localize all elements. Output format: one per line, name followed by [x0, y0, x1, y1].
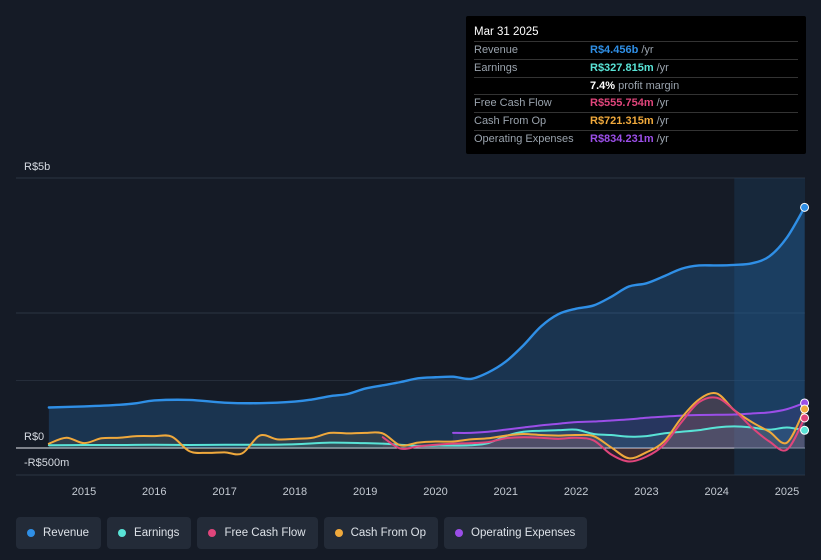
- legend-label: Revenue: [43, 527, 90, 539]
- earnings-end-marker: [800, 425, 810, 435]
- tooltip-label: [474, 78, 590, 95]
- tooltip-date: Mar 31 2025: [474, 24, 798, 42]
- tooltip-value: R$327.815m: [590, 61, 654, 74]
- tooltip-row-free-cash-flow: Free Cash Flow R$555.754m /yr: [474, 95, 798, 114]
- x-tick-label: 2021: [494, 486, 518, 498]
- series-end-markers: [800, 202, 810, 435]
- x-tick-label: 2019: [353, 486, 377, 498]
- free-cash-flow-line: [381, 396, 806, 463]
- y-tick-label: R$0: [24, 431, 44, 443]
- tooltip-label: Operating Expenses: [474, 132, 574, 145]
- tooltip-unit: /yr: [656, 132, 669, 145]
- tooltip-label: Earnings: [474, 61, 518, 74]
- tooltip-value: R$721.315m: [590, 115, 654, 128]
- legend-item-cash-from-op[interactable]: Cash From Op: [323, 517, 439, 549]
- tooltip-unit: /yr: [656, 97, 669, 110]
- x-tick-label: 2017: [212, 486, 236, 498]
- earnings-dot-icon: [118, 529, 127, 537]
- tooltip-row-earnings: Earnings R$327.815m /yr: [474, 60, 798, 78]
- free-cash-flow-dot-icon: [208, 529, 217, 537]
- tooltip-value: R$834.231m: [590, 132, 654, 145]
- y-axis-labels: R$5b R$0 -R$500m: [24, 161, 69, 469]
- x-tick-label: 2020: [423, 486, 447, 498]
- tooltip-unit: /yr: [656, 115, 669, 128]
- operating-expenses-dot-icon: [455, 529, 464, 537]
- cash-from-op-line: [47, 392, 806, 460]
- earnings-area: [48, 426, 805, 448]
- cash-from-op-dot-icon: [334, 529, 343, 537]
- free-cash-flow-area: [382, 397, 805, 462]
- tooltip-value: R$4.456b: [590, 44, 639, 56]
- tooltip-row-operating-expenses: Operating Expenses R$834.231m /yr: [474, 131, 798, 148]
- x-tick-label: 2022: [564, 486, 588, 498]
- revenue-end-marker: [800, 202, 810, 212]
- x-tick-label: 2023: [634, 486, 658, 498]
- tooltip-label: Revenue: [474, 44, 519, 56]
- revenue-area: [48, 207, 805, 462]
- legend: Revenue Earnings Free Cash Flow Cash Fro…: [16, 517, 588, 549]
- x-axis-labels: 2015 2016 2017 2018 2019 2020 2021 2022 2023 2024…: [72, 486, 799, 498]
- legend-label: Free Cash Flow: [224, 527, 306, 539]
- legend-item-free-cash-flow[interactable]: Free Cash Flow: [197, 517, 318, 549]
- tooltip-label: Free Cash Flow: [474, 97, 552, 110]
- tooltip-value: R$555.754m: [590, 97, 654, 110]
- y-tick-label: R$5b: [24, 161, 50, 173]
- operating-expenses-line: [452, 401, 806, 434]
- y-tick-label: -R$500m: [24, 457, 69, 469]
- revenue-dot-icon: [27, 529, 35, 537]
- tooltip-unit: profit margin: [618, 79, 680, 92]
- x-tick-label: 2025: [775, 486, 799, 498]
- revenue-line: [47, 206, 806, 409]
- tooltip-row-profit-margin: 7.4% profit margin: [474, 78, 798, 96]
- tooltip-label: Cash From Op: [474, 115, 547, 128]
- tooltip-unit: /yr: [656, 61, 669, 74]
- tooltip: Mar 31 2025 Revenue R$4.456b /yr Earning…: [466, 16, 806, 154]
- tooltip-value: 7.4%: [590, 79, 616, 92]
- tooltip-row-revenue: Revenue R$4.456b /yr: [474, 42, 798, 60]
- legend-label: Operating Expenses: [471, 527, 576, 539]
- tooltip-unit: /yr: [641, 44, 654, 56]
- x-tick-label: 2018: [283, 486, 307, 498]
- revenue-area: [48, 207, 805, 448]
- operating-expenses-area: [453, 402, 805, 448]
- legend-item-earnings[interactable]: Earnings: [107, 517, 192, 549]
- x-tick-label: 2024: [704, 486, 728, 498]
- tooltip-row-cash-from-op: Cash From Op R$721.315m /yr: [474, 113, 798, 131]
- legend-label: Cash From Op: [350, 527, 427, 539]
- legend-item-operating-expenses[interactable]: Operating Expenses: [444, 517, 588, 549]
- free-cash-flow-end-marker: [800, 413, 810, 423]
- series-lines: [47, 206, 806, 463]
- legend-item-revenue[interactable]: Revenue: [16, 517, 102, 549]
- cash-from-op-end-marker: [800, 404, 810, 414]
- x-tick-label: 2016: [142, 486, 166, 498]
- legend-label: Earnings: [134, 527, 180, 539]
- x-tick-label: 2015: [72, 486, 96, 498]
